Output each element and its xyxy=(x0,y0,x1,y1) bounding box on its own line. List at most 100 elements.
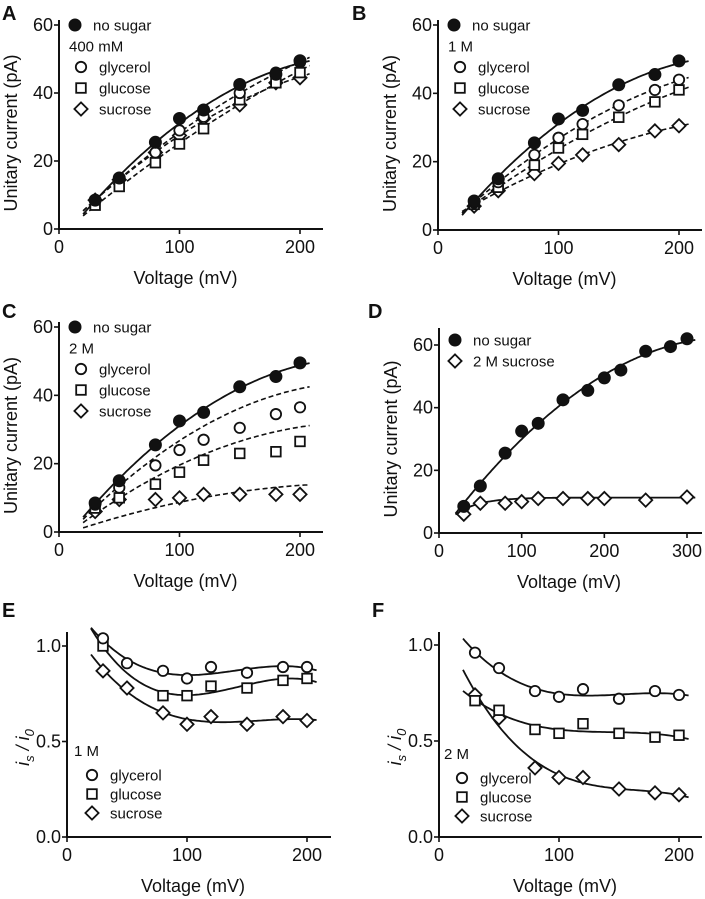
data-point xyxy=(581,383,595,397)
x-tick-label: 200 xyxy=(664,238,694,258)
data-point xyxy=(149,156,162,169)
legend-marker xyxy=(75,384,87,396)
data-point xyxy=(276,660,290,674)
data-point xyxy=(173,466,186,478)
x-axis-label: Voltage (mV) xyxy=(513,876,617,896)
y-tick-label: 0.0 xyxy=(408,827,433,847)
panel-letter: D xyxy=(368,301,382,323)
legend-label: no sugar xyxy=(472,18,530,35)
y-axis-label: Unitary current (pA) xyxy=(1,54,21,211)
data-point xyxy=(552,131,565,144)
y-tick-label: 0.5 xyxy=(36,732,61,752)
y-tick-label: 1.0 xyxy=(408,635,433,655)
data-point xyxy=(173,112,186,125)
legend-heading: 2 M xyxy=(69,341,94,358)
data-point xyxy=(120,657,134,670)
legend-label: no sugar xyxy=(473,333,531,350)
x-axis-label: Voltage (mV) xyxy=(141,876,245,896)
data-point xyxy=(556,393,570,407)
legend-marker xyxy=(85,768,99,782)
data-point xyxy=(575,769,591,786)
x-tick-label: 200 xyxy=(589,541,619,561)
data-point xyxy=(552,690,566,703)
legend: no sugar 400 mM glycerol glucose sucrose xyxy=(68,18,152,119)
legend-marker xyxy=(456,791,468,803)
data-point xyxy=(301,672,313,685)
y-tick-label: 0.0 xyxy=(36,827,61,847)
data-point xyxy=(647,784,663,801)
data-point xyxy=(647,123,663,139)
data-point xyxy=(241,682,253,694)
x-tick-label: 100 xyxy=(507,541,537,561)
data-point xyxy=(204,660,218,674)
data-point xyxy=(180,672,194,685)
x-tick-label: 0 xyxy=(434,541,444,561)
panel-b: B 0 100 200 0 20 40 60 Voltage (mV) Unitary curre… xyxy=(352,3,702,289)
data-point xyxy=(197,405,211,419)
data-point xyxy=(531,416,545,430)
legend-marker xyxy=(454,808,470,824)
data-point xyxy=(197,103,211,117)
data-point xyxy=(498,446,512,460)
data-point xyxy=(648,83,662,97)
legend-label: glycerol xyxy=(99,60,151,77)
data-point xyxy=(457,499,471,513)
data-point xyxy=(269,67,283,81)
data-point xyxy=(529,723,541,736)
y-axis-label: is / i0 xyxy=(13,728,37,766)
data-point xyxy=(197,123,210,135)
data-point xyxy=(269,408,282,421)
data-point xyxy=(95,662,111,679)
panel-d: D 0 100 200 300 0 20 40 60 Voltage (mV) Unitary cu… xyxy=(368,301,702,592)
data-point xyxy=(148,135,162,149)
legend-marker xyxy=(452,101,468,117)
data-point xyxy=(231,486,248,503)
data-point xyxy=(473,479,487,493)
legend-marker xyxy=(447,353,463,369)
data-point xyxy=(270,446,282,458)
legend-heading: 1 M xyxy=(448,39,473,56)
series-no-sugar xyxy=(88,356,307,510)
series-sucrose xyxy=(466,117,687,214)
data-point xyxy=(493,704,505,716)
x-tick-label: 0 xyxy=(54,237,64,257)
panel-a: A 0 100 200 0 20 40 60 Voltage (mV) Unitary curre… xyxy=(1,3,323,288)
panel-e: E 0 100 200 0.0 0.5 1.0 Voltage (mV) is / i0 1 M g… xyxy=(2,600,331,896)
data-point xyxy=(553,727,565,740)
panel-letter: B xyxy=(352,3,366,25)
x-tick-label: 100 xyxy=(172,845,202,865)
data-point xyxy=(234,447,246,460)
data-point xyxy=(113,492,125,504)
legend-marker xyxy=(73,101,89,117)
y-tick-label: 40 xyxy=(413,398,433,418)
legend-marker xyxy=(453,60,467,74)
y-axis-label: is / i0 xyxy=(385,728,409,766)
legend-label: no sugar xyxy=(93,18,151,35)
data-point xyxy=(195,486,212,503)
legend-label: glucose xyxy=(480,790,532,807)
legend-label: sucrose xyxy=(480,809,533,826)
x-tick-label: 0 xyxy=(434,845,444,865)
data-point xyxy=(119,680,135,696)
legend-label: glucose xyxy=(99,81,151,98)
data-point xyxy=(680,332,694,346)
data-point xyxy=(179,716,195,733)
data-point xyxy=(112,474,126,488)
x-axis-label: Voltage (mV) xyxy=(133,571,237,591)
y-tick-label: 0.5 xyxy=(408,731,433,751)
legend-marker xyxy=(84,805,100,821)
y-tick-label: 40 xyxy=(33,385,53,405)
series-glycerol xyxy=(96,632,314,685)
data-point xyxy=(552,142,565,154)
data-point xyxy=(472,495,489,512)
legend-label: sucrose xyxy=(478,102,531,119)
legend: 1 M glycerol glucose sucrose xyxy=(74,743,163,823)
legend-marker xyxy=(447,18,461,32)
data-point xyxy=(491,172,505,186)
data-point xyxy=(639,344,653,358)
data-point xyxy=(552,112,565,126)
x-tick-label: 200 xyxy=(285,540,315,560)
data-point xyxy=(292,486,308,503)
data-point xyxy=(596,490,613,507)
data-point xyxy=(613,727,625,740)
